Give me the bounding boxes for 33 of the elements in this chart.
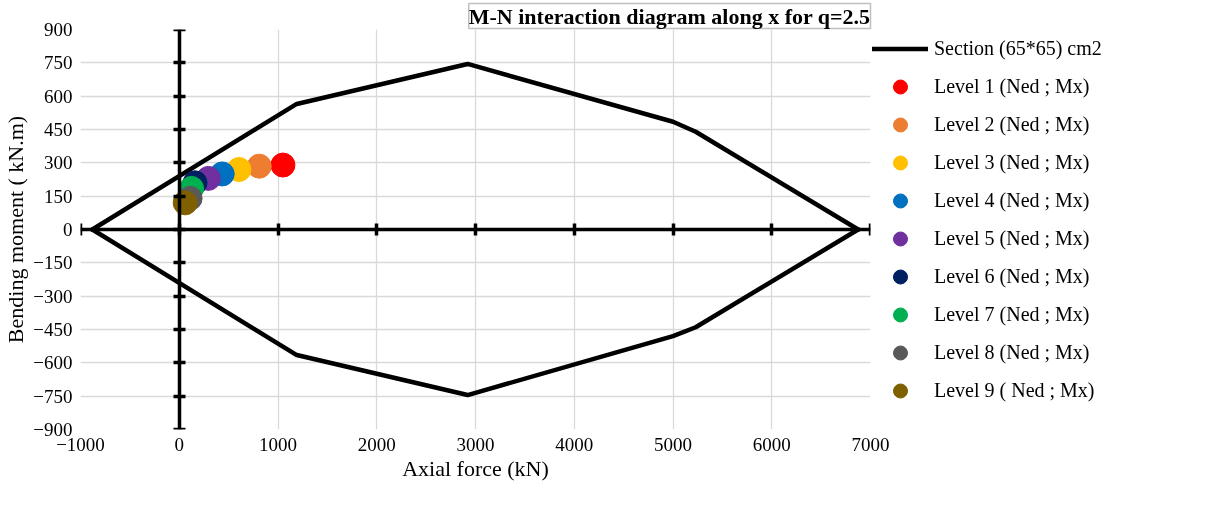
x-axis-title: Axial force (kN): [402, 455, 549, 481]
y-tick-label: 300: [44, 152, 73, 174]
y-tick-label: 450: [44, 119, 73, 140]
legend-label: Level 7 (Ned ; Mx): [934, 302, 1090, 328]
y-tick-label: −600: [33, 352, 73, 374]
legend-label: Level 8 (Ned ; Mx): [934, 340, 1090, 366]
y-tick-label: −150: [33, 252, 73, 274]
y-tick-label: 900: [44, 19, 73, 40]
legend-label: Level 5 (Ned ; Mx): [934, 226, 1090, 252]
x-tick-label: 2000: [357, 433, 396, 455]
x-tick-label: 7000: [851, 433, 890, 455]
legend-label: Level 6 (Ned ; Mx): [934, 264, 1090, 290]
x-tick-label: 1000: [259, 433, 297, 455]
legend-label: Level 9 ( Ned ; Mx): [934, 378, 1095, 404]
legend-label: Level 2 (Ned ; Mx): [934, 112, 1090, 138]
y-tick-label: 0: [63, 219, 73, 240]
y-tick-label: 600: [44, 85, 73, 107]
y-tick-label: −300: [33, 285, 73, 307]
legend-label: Level 4 (Ned ; Mx): [934, 188, 1090, 214]
legend-label: Section (65*65) cm2: [934, 36, 1102, 62]
chart-title: M-N interaction diagram along x for q=2.5: [468, 3, 871, 29]
x-tick-label: 3000: [456, 433, 495, 455]
x-tick-label: 4000: [555, 433, 594, 455]
x-tick-label: 5000: [654, 433, 692, 455]
y-tick-label: −750: [33, 385, 73, 407]
legend-label: Level 3 (Ned ; Mx): [934, 150, 1090, 176]
x-tick-label: 0: [174, 433, 184, 455]
y-tick-label: −450: [33, 319, 73, 340]
x-tick-label: 6000: [752, 433, 791, 455]
legend-label: Level 1 (Ned ; Mx): [934, 74, 1090, 100]
y-axis-title: Bending moment ( kN.m): [3, 115, 29, 344]
y-tick-label: 750: [44, 52, 73, 74]
y-tick-label: 150: [44, 185, 73, 207]
